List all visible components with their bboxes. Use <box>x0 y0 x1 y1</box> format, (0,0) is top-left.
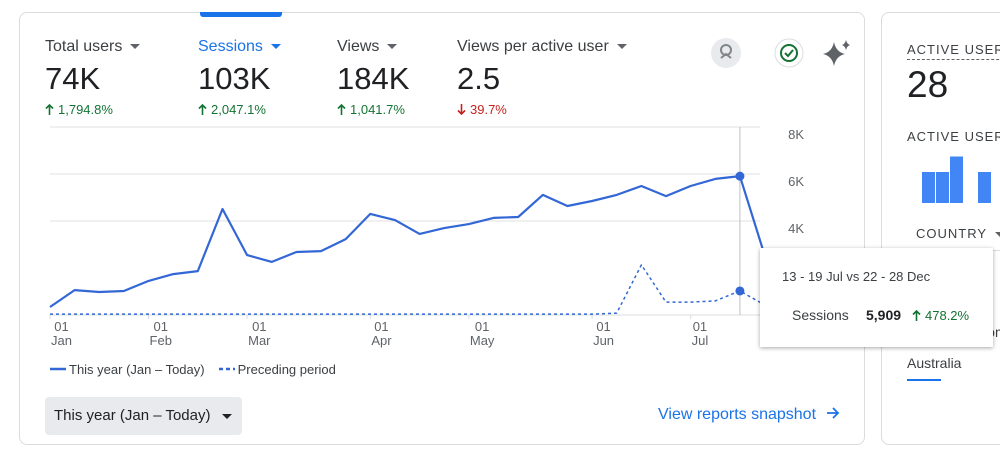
tab-value: 103K <box>198 61 271 96</box>
arrow-path <box>912 309 921 321</box>
tab-change: 1,041.7% <box>337 102 405 117</box>
realtime-row: Australia <box>907 355 962 371</box>
date-range-dropdown[interactable]: This year (Jan – Today) <box>45 397 242 435</box>
tab-label[interactable]: Views per active user <box>457 38 627 56</box>
x-tick-label: 01 Jun <box>593 319 615 348</box>
trend-arrow <box>912 309 921 321</box>
x-tick-label: 01 Jan <box>51 319 72 348</box>
arrow-icon <box>827 407 840 419</box>
dimension-text: COUNTRY <box>916 226 988 241</box>
realtime-count: 28 <box>907 64 949 105</box>
realtime-bar <box>936 172 949 203</box>
date-range-text: This year (Jan – Today) <box>54 407 211 424</box>
legend-swatch <box>50 367 66 371</box>
legend-swatch <box>218 367 235 371</box>
x-tick-label: 01 Apr <box>371 319 392 348</box>
y-tick-label: 8K <box>788 127 804 142</box>
realtime-title: ACTIVE USERS <box>907 42 1000 60</box>
dropdown-caret <box>616 44 627 50</box>
tooltip-change-text: 478.2% <box>925 308 970 323</box>
realtime-subtitle: ACTIVE USERS <box>907 129 1000 144</box>
tooltip-date: 13 - 19 Jul vs 22 - 28 Dec <box>782 269 931 284</box>
series-line <box>50 264 765 315</box>
legend-label: Preceding period <box>237 362 336 377</box>
legend-label: This year (Jan – Today) <box>69 362 205 377</box>
dimension-dropdown[interactable]: COUNTRY <box>916 226 1000 241</box>
row-underline <box>907 379 941 381</box>
compare-icon[interactable] <box>774 38 804 68</box>
dropdown-caret <box>270 44 281 50</box>
tooltip: 13 - 19 Jul vs 22 - 28 Dec Sessions 5,90… <box>760 248 993 347</box>
tab-label-text: Total users <box>45 38 123 55</box>
tooltip-metric: Sessions <box>792 307 849 323</box>
tab-label[interactable]: Views <box>337 38 398 56</box>
x-tick-label: 01 Feb <box>149 319 172 348</box>
tab-indicator <box>200 12 282 17</box>
realtime-bar <box>922 172 935 203</box>
tab-label[interactable]: Total users <box>45 38 141 56</box>
tab-label-text: Views <box>337 38 380 55</box>
hover-point <box>735 171 745 181</box>
y-tick-label: 4K <box>788 221 804 236</box>
tab-value: 2.5 <box>457 61 501 96</box>
tooltip-change: 478.2% <box>912 308 969 323</box>
snapshot-link-text: View reports snapshot <box>658 406 817 423</box>
tab-change: 39.7% <box>457 102 507 117</box>
tab-value: 74K <box>45 61 101 96</box>
trend-arrow <box>337 103 346 115</box>
realtime-card <box>881 12 1000 445</box>
trend-arrow <box>45 103 54 115</box>
x-tick-label: 01 Jul <box>691 319 709 348</box>
tab-change-text: 1,794.8% <box>58 102 113 117</box>
tab-change-text: 2,047.1% <box>211 102 266 117</box>
series-line <box>49 175 766 308</box>
sparkle-icon[interactable] <box>823 42 845 66</box>
realtime-bar <box>950 156 963 203</box>
arrow-path <box>198 103 207 115</box>
tooltip-value: 5,909 <box>866 307 902 323</box>
tab-change-text: 39.7% <box>470 102 507 117</box>
tab-label-text: Views per active user <box>457 38 609 55</box>
x-tick-label: 01 Mar <box>248 319 271 348</box>
tab-change-text: 1,041.7% <box>350 102 405 117</box>
dropdown-caret <box>387 44 398 50</box>
trend-arrow <box>198 103 207 115</box>
tab-label-text: Sessions <box>198 38 263 55</box>
tab-value: 184K <box>337 61 410 96</box>
arrow-path <box>45 103 54 115</box>
tab-change: 1,794.8% <box>45 102 113 117</box>
realtime-bars <box>922 156 991 203</box>
snapshot-link[interactable]: View reports snapshot <box>658 406 840 424</box>
hover-point <box>735 286 745 296</box>
tab-label[interactable]: Sessions <box>198 38 281 56</box>
toolbar-icons <box>711 38 850 68</box>
arrow-path <box>337 103 346 115</box>
x-tick-label: 01 May <box>469 319 495 348</box>
tab-change: 2,047.1% <box>198 102 266 117</box>
dropdown-caret <box>130 44 141 50</box>
arrow-path <box>457 104 466 116</box>
trend-arrow <box>457 104 466 116</box>
realtime-bar <box>978 172 991 203</box>
y-tick-label: 6K <box>788 174 804 189</box>
